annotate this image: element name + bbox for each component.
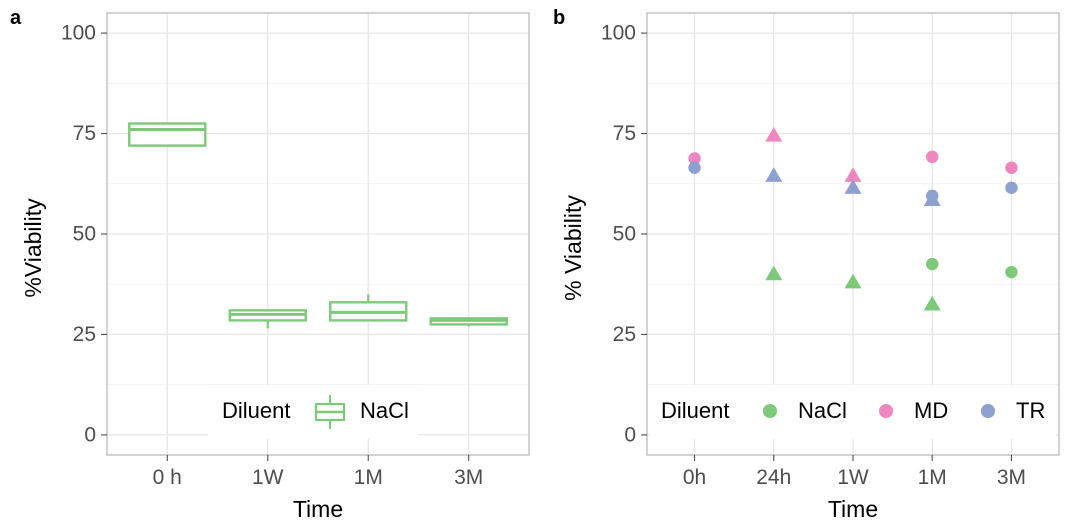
legend-label-md: MD: [914, 398, 948, 423]
point-circle-tr-3m: [1005, 181, 1018, 194]
panel-a-legend-box: [208, 385, 418, 439]
legend-key-dot: [879, 404, 893, 418]
series-tr: [688, 161, 1018, 206]
panel-b-grid: [647, 13, 1059, 455]
panel-b-x-ticks: 0h 24h 1W 1M 3M: [683, 455, 1026, 489]
legend-entry-md: MD: [879, 398, 948, 423]
panel-a-x-axis-title: Time: [293, 496, 343, 521]
box-body: [128, 122, 207, 147]
box-1m: [329, 294, 408, 322]
y-tick-label: 0: [84, 423, 96, 446]
x-tick-label-1m: 1M: [918, 466, 947, 489]
panel-b-legend-title: Diluent: [661, 398, 729, 423]
panel-b-x-axis-title: Time: [828, 496, 878, 521]
panel-b: b 0 25 50 75 100 0h 24h 1W 1M 3M Time % Viabilit…: [553, 7, 1060, 521]
x-tick-label-24h: 24h: [756, 466, 791, 489]
point-circle-nacl-3m: [1005, 265, 1018, 279]
point-triangle-nacl-1m: [923, 295, 941, 311]
panel-b-legend: Diluent NaCl MD TR: [661, 398, 1045, 423]
y-tick-label: 100: [61, 22, 96, 45]
legend-label-tr: TR: [1016, 398, 1045, 423]
legend-label-nacl: NaCl: [360, 398, 409, 423]
panel-a-y-axis-title: %Viability: [20, 198, 46, 298]
x-tick-label-1w: 1W: [837, 466, 869, 489]
legend-entry-nacl: NaCl: [763, 398, 847, 423]
x-tick-label-1w: 1W: [252, 466, 284, 489]
box-3m: [429, 317, 508, 327]
point-triangle-tr-1w: [844, 179, 862, 194]
panel-a: a 0 25 50 75 100 0 h 1W 1M 3M Time %Viability D…: [10, 7, 530, 521]
panel-a-y-ticks: 0 25 50 75 100: [61, 22, 107, 446]
x-tick-label-0-h: 0 h: [153, 466, 182, 489]
legend-key-dot: [981, 404, 995, 418]
point-triangle-nacl-1w: [844, 273, 862, 289]
panel-a-marks: [128, 122, 508, 329]
point-circle-md-1m: [926, 150, 939, 164]
point-circle-tr-0h: [688, 161, 701, 174]
point-triangle-tr-1m: [923, 191, 941, 206]
legend-label-nacl: NaCl: [798, 398, 847, 423]
point-triangle-md-1w: [844, 167, 862, 182]
panel-a-legend-entries: NaCl: [314, 395, 409, 429]
panel-b-legend-entries: NaCl MD TR: [763, 398, 1045, 423]
legend-key-dot: [763, 404, 777, 418]
point-circle-md-0h: [688, 152, 701, 165]
box-0-h: [128, 122, 207, 147]
legend-entry-tr: TR: [981, 398, 1045, 423]
point-circle-md-3m: [1005, 161, 1018, 174]
panel-b-label: b: [553, 7, 565, 29]
panel-a-x-ticks: 0 h 1W 1M 3M: [153, 455, 483, 489]
point-triangle-md-24h: [765, 127, 783, 142]
y-tick-label: 50: [73, 223, 96, 246]
panel-a-legend-title: Diluent: [222, 398, 290, 423]
legend-entry-nacl: NaCl: [314, 395, 409, 429]
y-tick-label: 100: [601, 22, 636, 45]
y-tick-label: 50: [613, 223, 636, 246]
x-tick-label-1m: 1M: [354, 466, 383, 489]
y-tick-label: 0: [624, 423, 636, 446]
point-circle-nacl-1m: [926, 257, 939, 271]
panel-b-marks: [688, 127, 1018, 311]
y-tick-label: 25: [613, 323, 636, 346]
point-triangle-tr-24h: [765, 167, 783, 182]
series-md: [688, 127, 1018, 182]
y-tick-label: 25: [73, 323, 96, 346]
point-triangle-nacl-24h: [765, 265, 783, 281]
panel-b-y-ticks: 0 25 50 75 100: [601, 22, 647, 446]
panel-a-label: a: [10, 7, 22, 29]
legend-key-box: [314, 395, 346, 429]
series-nacl: [765, 257, 1018, 311]
y-tick-label: 75: [613, 122, 636, 145]
panel-b-y-axis-title: % Viability: [560, 195, 586, 301]
y-tick-label: 75: [73, 122, 96, 145]
panel-a-legend: Diluent NaCl: [222, 395, 409, 429]
x-tick-label-3m: 3M: [997, 466, 1026, 489]
x-tick-label-3m: 3M: [454, 466, 483, 489]
box-1w: [228, 309, 307, 329]
x-tick-label-0h: 0h: [683, 466, 706, 489]
